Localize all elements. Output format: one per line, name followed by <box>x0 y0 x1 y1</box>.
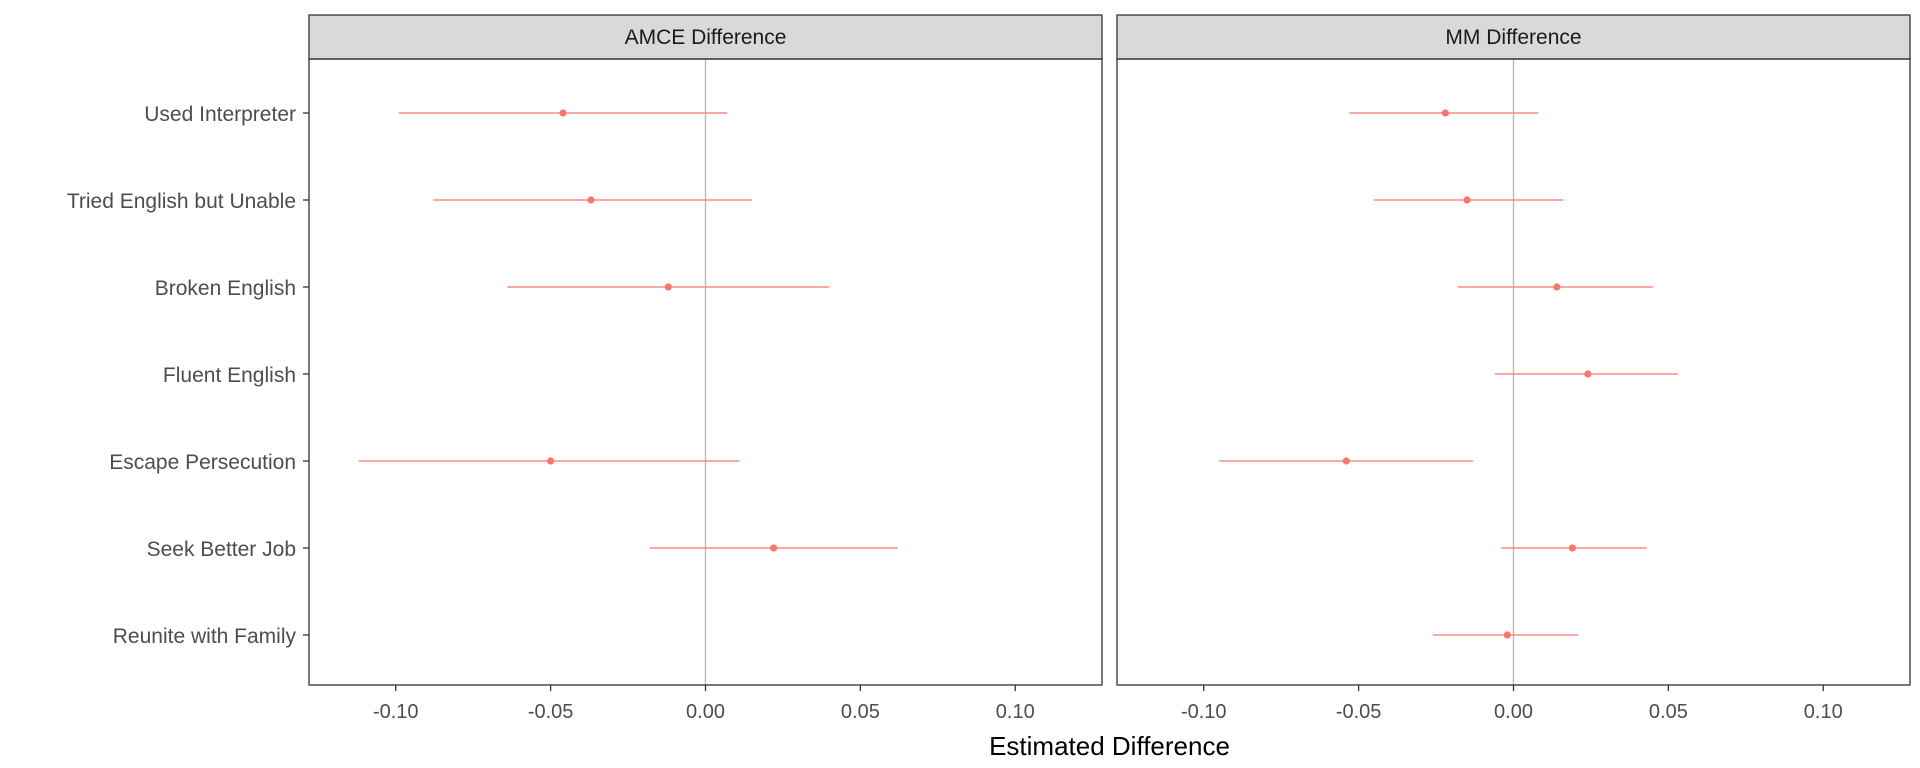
panel-strip-mm-difference <box>1116 14 1911 60</box>
panel-title-amce-difference: AMCE Difference <box>625 26 787 49</box>
x-tick-label: -0.10 <box>373 701 419 723</box>
x-axis-title: Estimated Difference <box>989 731 1230 761</box>
estimate-point <box>664 283 672 291</box>
estimate-point <box>1584 370 1592 378</box>
estimate-point <box>1463 196 1471 204</box>
y-tick-label: Used Interpreter <box>144 103 296 126</box>
x-tick-label: -0.05 <box>1336 701 1382 723</box>
y-tick-label: Broken English <box>155 277 296 300</box>
x-tick-label: 0.00 <box>686 701 725 723</box>
x-tick-label: 0.10 <box>1804 701 1843 723</box>
estimate-point <box>1503 631 1511 639</box>
estimate-point <box>1568 544 1576 552</box>
estimate-point <box>587 196 595 204</box>
estimate-point <box>1553 283 1561 291</box>
y-tick-label: Reunite with Family <box>113 625 297 648</box>
y-tick-label: Seek Better Job <box>147 538 296 561</box>
panel-title-mm-difference: MM Difference <box>1445 26 1581 49</box>
x-tick-label: 0.05 <box>1649 701 1688 723</box>
x-tick-label: 0.05 <box>841 701 880 723</box>
estimate-point <box>559 109 567 117</box>
estimate-point <box>1441 109 1449 117</box>
y-tick-label: Tried English but Unable <box>67 190 296 213</box>
y-tick-label: Escape Persecution <box>109 451 296 474</box>
x-tick-label: 0.10 <box>996 701 1035 723</box>
y-tick-label: Fluent English <box>163 364 296 387</box>
estimate-point <box>547 457 555 465</box>
x-tick-label: 0.00 <box>1494 701 1533 723</box>
panel-strip-amce-difference <box>308 14 1103 60</box>
estimate-point <box>1342 457 1350 465</box>
x-tick-label: -0.10 <box>1181 701 1227 723</box>
estimate-point <box>770 544 778 552</box>
x-tick-label: -0.05 <box>528 701 574 723</box>
